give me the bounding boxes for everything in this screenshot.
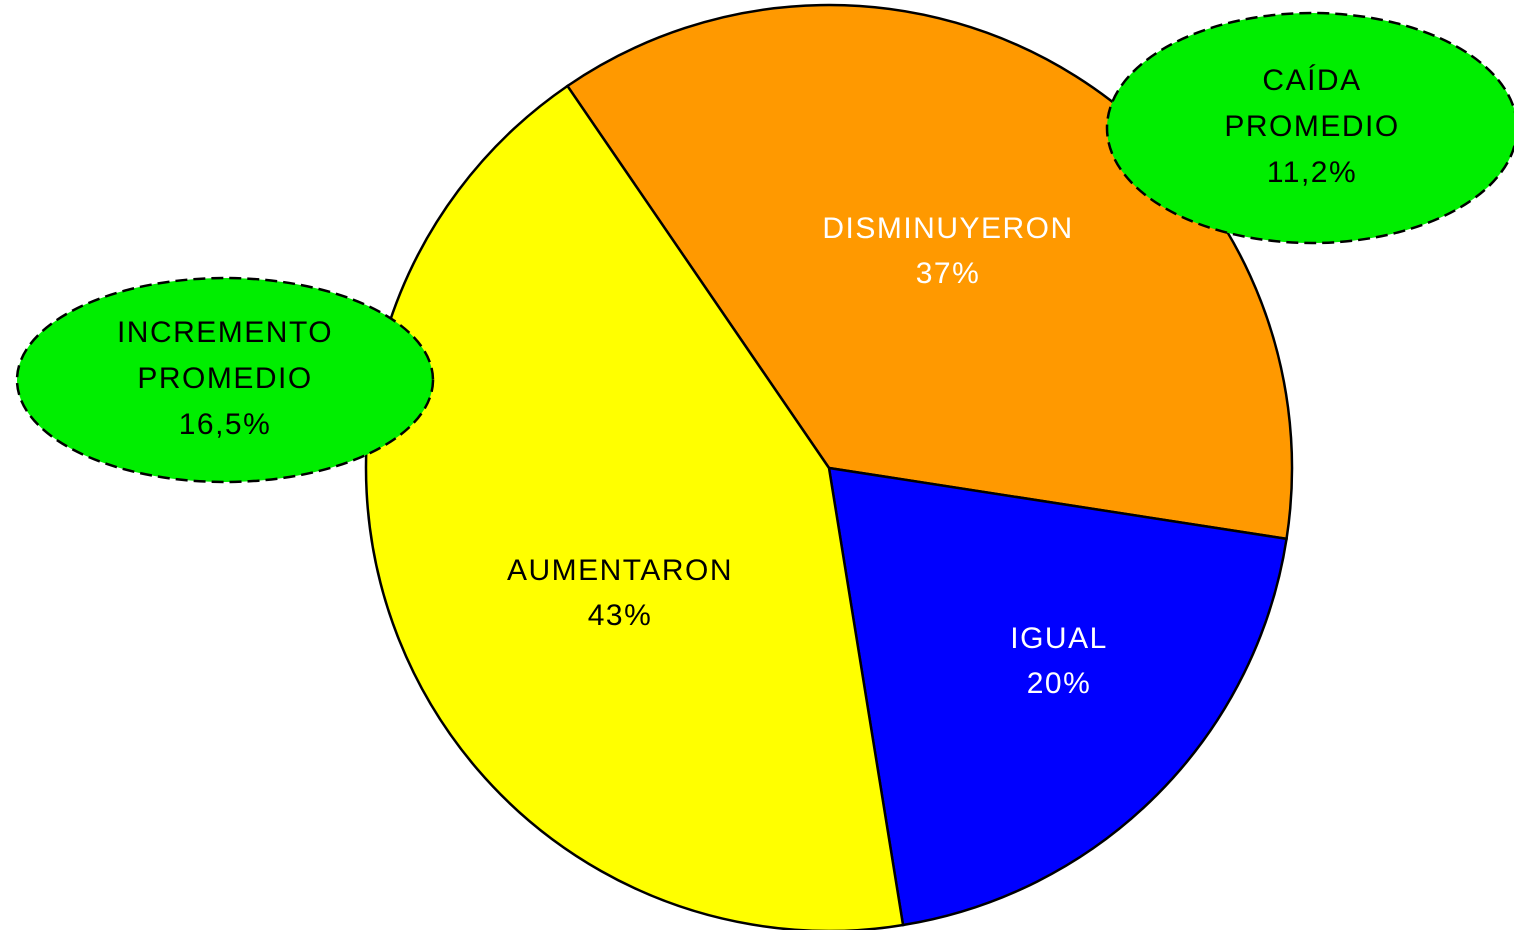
annotation-text: INCREMENTO (117, 316, 333, 349)
annotation-bubble (1105, 11, 1514, 245)
slice-value-label: 37% (916, 257, 981, 290)
annotation-bubble (15, 276, 435, 484)
annotation-text: PROMEDIO (137, 362, 312, 395)
slice-category-label: IGUAL (1010, 622, 1108, 655)
slice-category-label: AUMENTARON (507, 554, 733, 587)
pie-slice (827, 466, 1288, 927)
annotation-text: 16,5% (179, 408, 272, 441)
pie-slice (364, 84, 905, 930)
annotation-text: 11,2% (1267, 156, 1357, 189)
annotation-text: CAÍDA (1262, 64, 1361, 97)
annotation-text: PROMEDIO (1224, 110, 1399, 143)
slice-value-label: 20% (1027, 667, 1092, 700)
slice-value-label: 43% (588, 599, 653, 632)
slice-category-label: DISMINUYERON (822, 212, 1073, 245)
